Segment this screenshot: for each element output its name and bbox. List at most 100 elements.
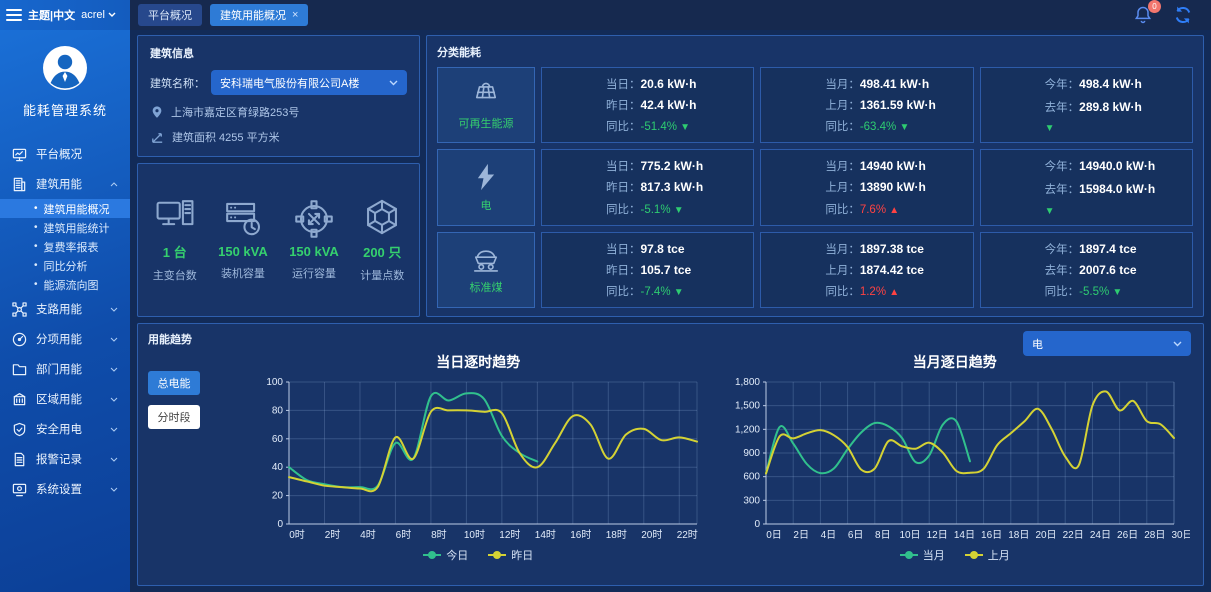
metric-value: 14940 kW·h	[859, 159, 926, 174]
sidebar-subitem-建筑用能概况[interactable]: • 建筑用能概况	[0, 199, 130, 218]
sidebar-item-label: 平台概况	[36, 149, 82, 161]
energy-category-label: 可再生能源	[458, 117, 514, 130]
metric-label: 上月：	[825, 264, 860, 277]
svg-text:22时: 22时	[677, 529, 698, 541]
legend-item-当月[interactable]: 当月	[899, 547, 945, 563]
trend-down-icon: ▼	[673, 204, 684, 216]
svg-text:900: 900	[743, 448, 760, 459]
notification-badge: 0	[1148, 0, 1161, 13]
theme-language-label[interactable]: 主题|中文	[28, 10, 76, 22]
bullet-icon: •	[34, 203, 38, 214]
metric-value: 498.4 kW·h	[1079, 77, 1142, 91]
building-address-row: 上海市嘉定区育绿路253号	[150, 104, 407, 120]
sidebar-item-label: 安全用电	[36, 424, 82, 436]
menu-toggle-icon[interactable]	[6, 9, 22, 21]
tab-2[interactable]: 建筑用能概况 ×	[210, 4, 309, 26]
svg-text:100: 100	[267, 377, 284, 388]
sidebar-item-平台概况[interactable]: 平台概况	[0, 139, 130, 169]
svg-text:20日: 20日	[1035, 530, 1056, 541]
svg-text:80: 80	[272, 405, 284, 416]
chevron-down-icon	[110, 453, 118, 465]
metric-label: 当日：	[606, 243, 641, 256]
metric-label: 今年：	[1044, 161, 1080, 174]
energy-metric-line: 当日：20.6 kW·h	[606, 76, 747, 92]
sidebar-item-区域用能[interactable]: 区域用能	[0, 384, 130, 414]
svg-text:6日: 6日	[848, 530, 864, 541]
app-title: 能耗管理系统	[22, 103, 107, 118]
svg-text:20: 20	[272, 491, 284, 502]
svg-text:20时: 20时	[641, 529, 662, 541]
svg-text:0日: 0日	[766, 530, 782, 541]
building-name-label: 建筑名称：	[150, 77, 205, 90]
avatar[interactable]	[41, 44, 89, 92]
chart-title: 当日逐时趋势	[436, 354, 521, 370]
stat-主变台数: 1 台主变台数	[153, 198, 197, 283]
legend-item-今日[interactable]: 今日	[423, 547, 468, 563]
energy-card-2: 当月：14940 kW·h 上月：13890 kW·h 同比：7.6% ▲	[760, 149, 974, 226]
sidebar-item-系统设置[interactable]: 系统设置	[0, 474, 130, 504]
user-menu[interactable]: acrel	[81, 9, 116, 21]
chart-legend: 当月 上月	[899, 547, 1010, 563]
coal-icon	[473, 250, 499, 272]
yoy-label: 同比：	[825, 121, 860, 134]
svg-text:0: 0	[754, 519, 760, 530]
top-section: 建筑信息 建筑名称： 安科瑞电气股份有限公司A楼 上海市嘉定区育绿路253号	[137, 35, 1204, 317]
svg-text:0: 0	[278, 519, 284, 530]
legend-item-上月[interactable]: 上月	[964, 547, 1010, 563]
building-address: 上海市嘉定区育绿路253号	[171, 107, 300, 119]
svg-text:6时: 6时	[396, 529, 412, 541]
tab-1[interactable]: 平台概况	[138, 4, 202, 26]
metric-value: 105.7 tce	[640, 262, 692, 277]
refresh-button[interactable]	[1173, 5, 1193, 25]
energy-metric-line: 去年：2007.6 tce	[1045, 262, 1186, 278]
energy-metric-line: 去年：15984.0 kW·h	[1045, 181, 1186, 197]
sidebar-item-安全用电[interactable]: 安全用电	[0, 414, 130, 444]
energy-card-3: 今年：498.4 kW·h 去年：289.8 kW·h ▼	[979, 67, 1193, 144]
yoy-line: 同比：-51.4% ▼	[606, 118, 747, 134]
sidebar-item-分项用能[interactable]: 分项用能	[0, 324, 130, 354]
location-pin-icon	[152, 106, 162, 118]
stat-value: 150 kVA	[218, 243, 268, 259]
computer-icon	[156, 199, 194, 225]
equipment-stats-panel: 1 台主变台数 150 kVA 装机容量 150 kVA 运行容量 200 只计量点数	[137, 163, 420, 317]
chart-canvas: 0 20 40 60 80 100 0时 2时 4时 6时 8时 10时 12时 14时 16时 18时 20时…	[267, 377, 699, 541]
sidebar-subitem-能源流向图[interactable]: • 能源流向图	[0, 275, 130, 294]
trend-down-icon: ▼	[680, 122, 691, 134]
yoy-line: 同比：-5.1% ▼	[606, 201, 747, 217]
sidebar-subitem-同比分析[interactable]: • 同比分析	[0, 256, 130, 275]
yoy-line: ▼	[1045, 205, 1186, 217]
sidebar-item-报警记录[interactable]: 报警记录	[0, 444, 130, 474]
tab-close-icon[interactable]: ×	[292, 9, 299, 21]
svg-text:18时: 18时	[606, 529, 627, 541]
trend-down-icon: ▼	[673, 286, 684, 298]
topbar: 主题|中文 acrel 平台概况 建筑用能概况 × 0	[0, 0, 1211, 30]
sidebar-item-部门用能[interactable]: 部门用能	[0, 354, 130, 384]
sidebar-subitem-建筑用能统计[interactable]: • 建筑用能统计	[0, 218, 130, 237]
svg-text:30日: 30日	[1171, 530, 1190, 541]
legend-item-昨日[interactable]: 昨日	[488, 547, 533, 563]
sidebar-item-建筑用能[interactable]: 建筑用能	[0, 169, 130, 199]
sidebar-item-支路用能[interactable]: 支路用能	[0, 294, 130, 324]
profile: 能耗管理系统	[0, 30, 130, 119]
sidebar-subitem-复费率报表[interactable]: • 复费率报表	[0, 237, 130, 256]
energy-card-3: 今年：1897.4 tce 去年：2007.6 tce 同比：-5.5% ▼	[979, 231, 1193, 308]
chevron-down-icon	[110, 423, 118, 435]
bullet-icon: •	[34, 279, 38, 290]
trend-button-总电能[interactable]: 总电能	[148, 371, 200, 395]
energy-type-select[interactable]: 电	[1023, 331, 1191, 356]
legend-label: 昨日	[511, 550, 534, 562]
yoy-label: 同比：	[606, 121, 641, 134]
report-icon	[14, 452, 25, 466]
energy-metric-line: 当月：14940 kW·h	[825, 158, 966, 174]
energy-metric-line: 今年：14940.0 kW·h	[1045, 158, 1186, 174]
chart-title: 当月逐日趋势	[912, 354, 997, 370]
building-select[interactable]: 安科瑞电气股份有限公司A楼	[211, 70, 407, 95]
metric-label: 昨日：	[606, 264, 641, 277]
main-content: 建筑信息 建筑名称： 安科瑞电气股份有限公司A楼 上海市嘉定区育绿路253号	[130, 30, 1211, 592]
trend-button-分时段[interactable]: 分时段	[148, 405, 200, 429]
metric-value: 289.8 kW·h	[1079, 100, 1142, 115]
notifications-button[interactable]: 0	[1133, 0, 1161, 25]
energy-metric-line: 上月：1874.42 tce	[825, 262, 966, 278]
metric-value: 498.41 kW·h	[859, 77, 930, 91]
yoy-label: 同比：	[1044, 285, 1080, 298]
